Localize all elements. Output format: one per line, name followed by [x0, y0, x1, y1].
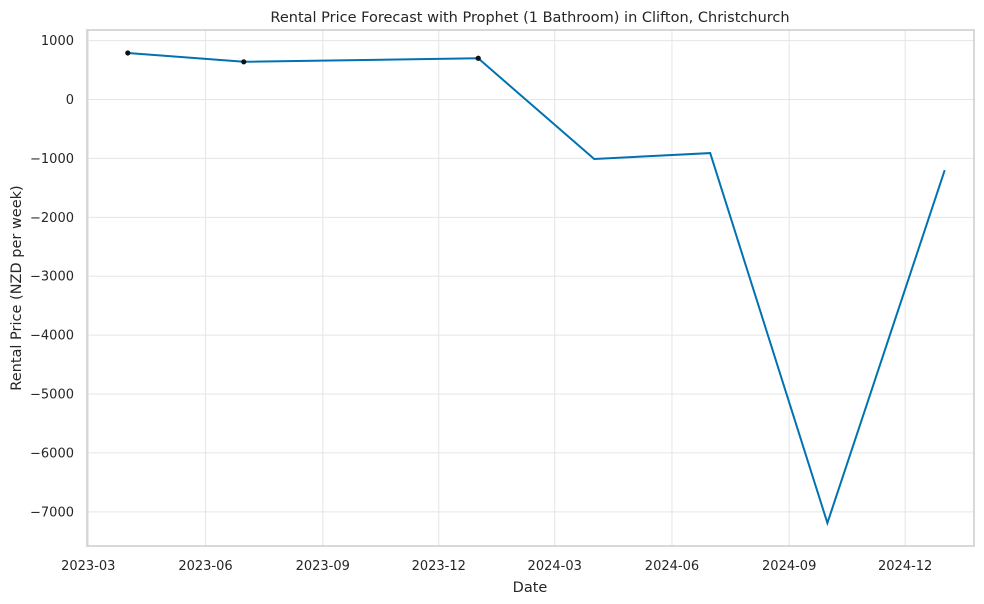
y-tick-labels: 1000 0 −1000 −2000 −3000 −4000 −5000 −6000 −7000	[30, 34, 74, 520]
observed-point	[475, 55, 481, 61]
observed-point	[241, 59, 247, 65]
x-axis-label: Date	[513, 580, 548, 596]
y-tick-label: 1000	[41, 34, 74, 49]
y-tick-label: 0	[66, 93, 74, 108]
plot-frame	[86, 29, 975, 547]
x-tick-label: 2023-06	[178, 559, 232, 574]
y-tick-label: −1000	[30, 152, 74, 167]
x-tick-label: 2023-12	[412, 559, 466, 574]
x-tick-label: 2024-09	[762, 559, 816, 574]
y-tick-label: −4000	[30, 329, 74, 344]
y-gridlines	[87, 40, 974, 513]
y-tick-label: −5000	[30, 388, 74, 403]
y-tick-label: −7000	[30, 505, 74, 520]
x-gridlines	[87, 30, 906, 546]
x-tick-label: 2024-03	[528, 559, 582, 574]
y-axis-label: Rental Price (NZD per week)	[9, 185, 25, 390]
y-tick-label: −2000	[30, 211, 74, 226]
x-tick-labels: 2023-03 2023-06 2023-09 2023-12 2024-03 2024-…	[61, 559, 932, 574]
x-tick-label: 2023-03	[61, 559, 115, 574]
x-tick-label: 2024-12	[878, 559, 932, 574]
x-tick-label: 2024-06	[645, 559, 699, 574]
chart-title: Rental Price Forecast with Prophet (1 Ba…	[270, 10, 789, 26]
observed-point	[125, 50, 131, 56]
y-tick-label: −3000	[30, 270, 74, 285]
x-tick-label: 2023-09	[296, 559, 350, 574]
observed-points	[125, 50, 481, 65]
y-tick-label: −6000	[30, 446, 74, 461]
